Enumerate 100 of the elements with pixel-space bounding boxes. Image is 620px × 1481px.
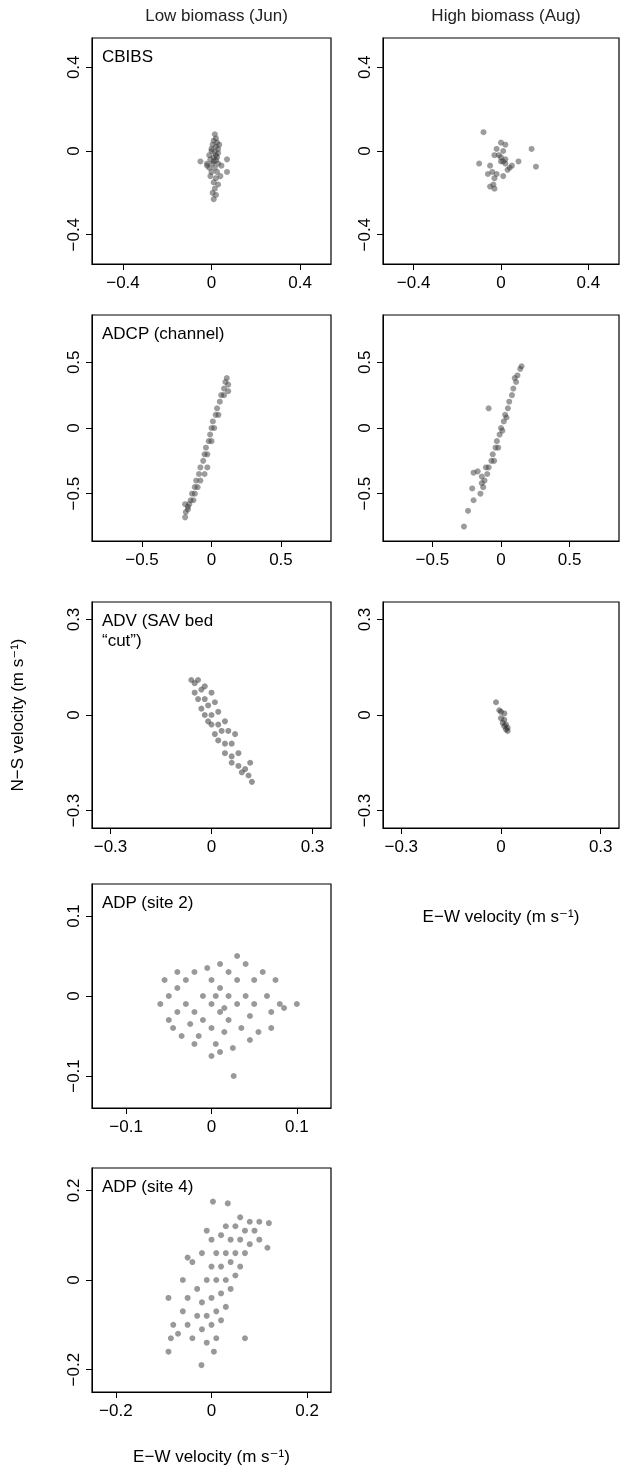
y-tick-label: 0 bbox=[355, 423, 374, 433]
point bbox=[203, 1312, 210, 1319]
point bbox=[224, 156, 230, 163]
y-tick-label: 0 bbox=[64, 710, 83, 720]
point bbox=[218, 1317, 225, 1324]
point bbox=[195, 696, 202, 703]
point bbox=[484, 171, 491, 178]
point bbox=[223, 375, 230, 382]
point bbox=[224, 1200, 231, 1207]
point bbox=[248, 778, 255, 785]
point bbox=[208, 1321, 215, 1328]
point bbox=[202, 444, 209, 451]
x-tick-label: −0.1 bbox=[109, 1117, 143, 1136]
point bbox=[234, 977, 241, 983]
point bbox=[502, 141, 509, 148]
point bbox=[268, 1009, 275, 1015]
point bbox=[211, 185, 218, 192]
y-tick-label: 0 bbox=[64, 1275, 83, 1285]
annotation: ADP (site 4) bbox=[102, 1176, 194, 1196]
x-tick-label: 0.3 bbox=[588, 837, 613, 856]
point bbox=[161, 977, 168, 983]
point bbox=[242, 766, 249, 773]
point bbox=[179, 1308, 186, 1315]
point bbox=[209, 1198, 216, 1205]
point bbox=[208, 1001, 215, 1007]
point bbox=[246, 1037, 253, 1043]
point bbox=[201, 470, 208, 477]
point bbox=[175, 1330, 182, 1337]
point bbox=[170, 1321, 177, 1328]
x-tick-label: 0.5 bbox=[557, 550, 582, 569]
point bbox=[491, 175, 498, 182]
point bbox=[221, 385, 228, 392]
point bbox=[504, 405, 511, 412]
point bbox=[480, 129, 487, 136]
point bbox=[469, 485, 476, 492]
y-tick-label: 0.3 bbox=[355, 607, 374, 632]
point bbox=[222, 1277, 229, 1283]
point bbox=[515, 158, 522, 165]
point bbox=[208, 1294, 215, 1301]
point bbox=[232, 1250, 239, 1257]
point bbox=[222, 1303, 229, 1310]
point bbox=[204, 464, 211, 471]
x-tick-label: 0.4 bbox=[288, 273, 312, 292]
point bbox=[485, 405, 492, 412]
point bbox=[237, 1236, 244, 1243]
point bbox=[157, 1001, 164, 1007]
point bbox=[198, 1326, 205, 1333]
y-tick-label: 0 bbox=[355, 710, 374, 720]
point bbox=[191, 1041, 198, 1047]
point bbox=[214, 405, 221, 412]
point bbox=[221, 1029, 228, 1035]
point bbox=[211, 699, 218, 706]
y-tick-label: −0.3 bbox=[64, 793, 83, 828]
point bbox=[476, 160, 483, 167]
point bbox=[182, 514, 189, 521]
point bbox=[194, 1285, 201, 1292]
point bbox=[235, 750, 242, 757]
point bbox=[195, 1033, 202, 1039]
point bbox=[213, 1308, 220, 1315]
x-tick-label: 0 bbox=[206, 273, 217, 292]
point bbox=[165, 993, 172, 999]
point bbox=[200, 457, 207, 464]
point bbox=[228, 759, 235, 766]
point bbox=[513, 379, 520, 386]
point bbox=[241, 1250, 248, 1257]
point bbox=[230, 1073, 237, 1079]
point bbox=[215, 181, 222, 188]
point bbox=[281, 1005, 288, 1011]
point bbox=[179, 1277, 186, 1283]
y-tick-label: 0 bbox=[64, 991, 83, 1001]
x-tick-label: 0 bbox=[206, 550, 217, 569]
point bbox=[218, 1290, 225, 1297]
point bbox=[227, 1236, 234, 1243]
y-tick-label: 0.5 bbox=[64, 350, 83, 375]
point bbox=[170, 1025, 177, 1031]
point bbox=[500, 148, 507, 154]
point bbox=[218, 727, 225, 734]
point bbox=[259, 969, 266, 975]
x-axis-title: E−W velocity (m s⁻¹) bbox=[422, 907, 580, 926]
y-tick-label: −0.4 bbox=[64, 217, 83, 252]
point bbox=[245, 772, 252, 779]
point bbox=[209, 418, 216, 425]
point bbox=[213, 1250, 220, 1257]
point bbox=[184, 1294, 191, 1301]
point bbox=[203, 1277, 210, 1283]
point bbox=[189, 1335, 196, 1342]
point bbox=[225, 388, 232, 395]
point bbox=[251, 1001, 258, 1007]
point bbox=[208, 712, 215, 718]
point bbox=[268, 1025, 275, 1031]
point bbox=[272, 977, 279, 983]
point bbox=[246, 1218, 253, 1225]
point bbox=[234, 953, 241, 959]
point bbox=[213, 1335, 220, 1342]
y-tick-label: 0 bbox=[355, 146, 374, 156]
x-tick-label: 0 bbox=[206, 1117, 217, 1136]
point bbox=[182, 1001, 189, 1007]
point bbox=[189, 1259, 196, 1266]
point bbox=[229, 1045, 236, 1051]
point bbox=[197, 477, 204, 484]
